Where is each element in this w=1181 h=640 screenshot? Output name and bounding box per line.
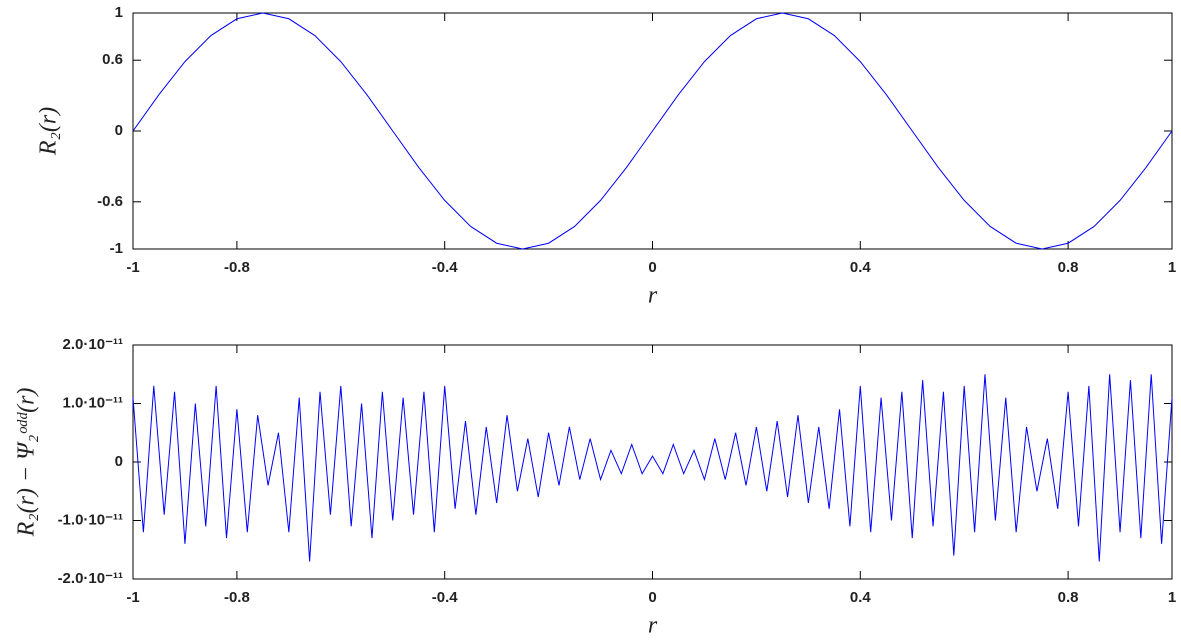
x-tick-label: 1 [1168, 259, 1176, 276]
y-tick-label: -1.0·10⁻¹¹ [58, 511, 123, 528]
y-tick-label: 0 [115, 122, 123, 139]
data-line [132, 374, 1173, 562]
x-tick-label: 0.4 [850, 589, 872, 606]
data-line [132, 12, 1173, 250]
x-tick-label: -0.8 [224, 259, 250, 276]
y-tick-label: -2.0·10⁻¹¹ [58, 570, 123, 587]
x-tick-label: 0.8 [1058, 259, 1079, 276]
x-tick-label: 0 [648, 259, 656, 276]
y-tick-label: 1.0·10⁻¹¹ [63, 394, 123, 411]
x-tick-label: -0.4 [432, 589, 459, 606]
y-tick-label: 0 [115, 453, 123, 470]
x-tick-label: -0.8 [224, 589, 250, 606]
y-tick-label: 0.6 [102, 51, 123, 68]
x-tick-label: 0.8 [1058, 589, 1079, 606]
x-tick-label: 0.4 [850, 259, 872, 276]
x-tick-label: 1 [1168, 589, 1176, 606]
y-tick-label: 1 [115, 4, 123, 21]
y-tick-label: -1 [110, 240, 123, 257]
y-axis-title: R₂(r) − Ψ₂ᵒᵈᵈ(r) [14, 388, 40, 538]
x-tick-label: -1 [126, 259, 139, 276]
y-tick-label: 2.0·10⁻¹¹ [63, 336, 123, 353]
x-axis-title: r [648, 283, 658, 309]
plot-frame [132, 344, 1173, 580]
x-tick-label: 0 [648, 589, 656, 606]
x-tick-label: -1 [126, 589, 139, 606]
x-axis-title: r [648, 613, 658, 639]
x-tick-label: -0.4 [432, 259, 459, 276]
y-axis-title: R₂(r) [36, 107, 62, 156]
y-tick-label: -0.6 [97, 193, 123, 210]
